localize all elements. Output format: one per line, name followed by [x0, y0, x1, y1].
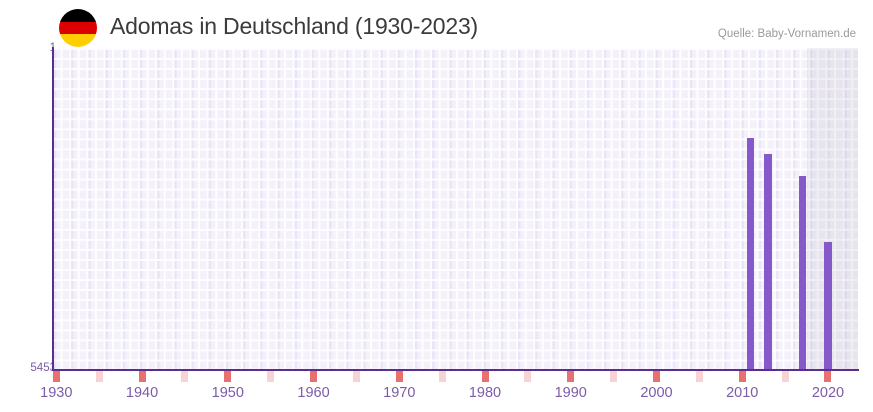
- x-tick-label: 2020: [811, 385, 845, 401]
- x-tick-minor: [181, 371, 189, 382]
- grid-lines: [52, 48, 858, 370]
- flag-band-gold: [59, 34, 97, 47]
- german-flag-icon: [59, 9, 97, 47]
- x-tick-major: [138, 371, 146, 382]
- x-tick-minor: [95, 371, 103, 382]
- x-tick-label: 1950: [211, 385, 244, 401]
- x-tick-major: [738, 371, 746, 382]
- x-tick-minor: [438, 371, 446, 382]
- y-axis-line: [52, 47, 54, 371]
- bar[interactable]: [798, 176, 806, 370]
- flag-band-black: [59, 9, 97, 22]
- x-tick-major: [567, 371, 575, 382]
- x-tick-label: 1930: [40, 385, 73, 401]
- x-tick-label: 1990: [554, 385, 587, 401]
- plot-area: [52, 48, 858, 370]
- x-tick-label: 2010: [726, 385, 759, 401]
- x-tick-label: 1960: [297, 385, 330, 401]
- x-tick-minor: [524, 371, 532, 382]
- x-tick-major: [224, 371, 232, 382]
- x-tick-minor: [352, 371, 360, 382]
- x-tick-minor: [610, 371, 618, 382]
- x-tick-major: [481, 371, 489, 382]
- bar[interactable]: [764, 153, 772, 370]
- x-tick-major: [395, 371, 403, 382]
- x-axis-line: [52, 369, 859, 371]
- source-attribution: Quelle: Baby-Vornamen.de: [717, 28, 856, 40]
- x-tick-label: 1940: [125, 385, 159, 401]
- x-tick-label: 2000: [640, 385, 673, 401]
- flag-band-red: [59, 21, 97, 35]
- x-tick-major: [653, 371, 660, 382]
- page-title: Adomas in Deutschland (1930-2023): [110, 13, 479, 39]
- y-axis-tick-bottom: 5453: [30, 362, 56, 374]
- x-tick-major: [310, 371, 318, 382]
- x-tick-major: [52, 371, 60, 382]
- bar[interactable]: [747, 138, 755, 370]
- bar[interactable]: [824, 242, 832, 370]
- x-tick-label: 1970: [383, 385, 416, 401]
- x-tick-minor: [695, 371, 703, 382]
- x-tick-minor: [267, 371, 275, 382]
- x-tick-label: 1980: [468, 385, 502, 401]
- shaded-projection-band: [806, 48, 858, 370]
- x-tick-minor: [781, 371, 789, 382]
- x-tick-major: [824, 371, 832, 382]
